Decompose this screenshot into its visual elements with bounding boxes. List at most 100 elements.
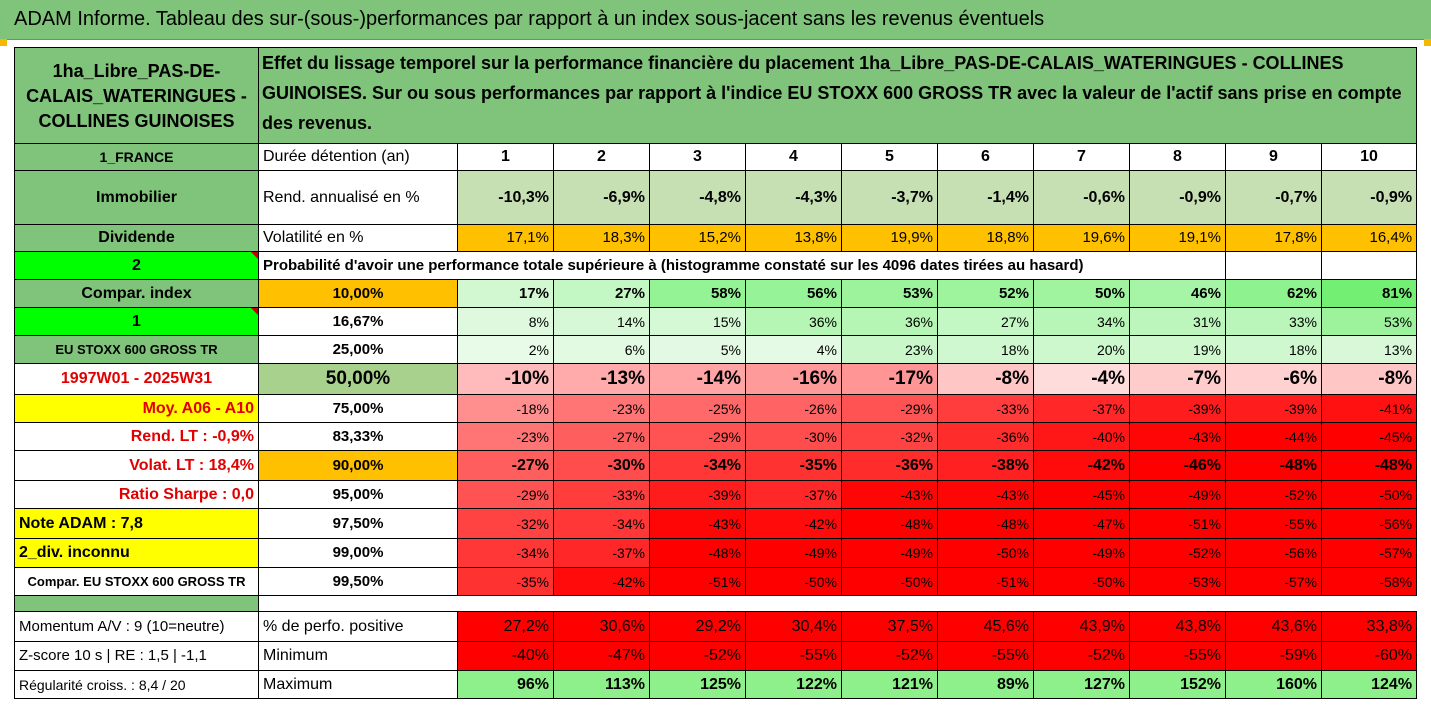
max-value: 152% — [1129, 670, 1226, 699]
quantile-value: -30% — [553, 450, 650, 481]
quantile-value: -34% — [649, 450, 746, 481]
quantile-value: -4% — [1033, 363, 1130, 395]
vol-value: 19,6% — [1033, 224, 1130, 252]
pos-value: 43,6% — [1225, 611, 1322, 642]
vol-value: 19,9% — [841, 224, 938, 252]
quantile-value: 56% — [745, 279, 842, 308]
quantile-value: -39% — [1225, 394, 1322, 423]
description-cell: Effet du lissage temporel sur la perform… — [257, 47, 1418, 144]
min-value: -40% — [457, 641, 554, 671]
year-header: 5 — [841, 143, 938, 171]
vol-value: 18,3% — [553, 224, 650, 252]
quantile-value: 46% — [1129, 279, 1226, 308]
table-row: 2_div. inconnu 99,00% -34% -37% -48% -49% -49%… — [14, 538, 1418, 568]
quantile-value: 8% — [457, 307, 554, 336]
quantile-value: 27% — [553, 279, 650, 308]
quantile-value: 58% — [649, 279, 746, 308]
quantile-value: -10% — [457, 363, 554, 395]
quantile-value: -46% — [1129, 450, 1226, 481]
quantile-value: -32% — [841, 422, 938, 451]
quantile-value: -23% — [457, 422, 554, 451]
table-row: Dividende Volatilité en % 17,1% 18,3% 15,2% 1… — [14, 224, 1418, 252]
table-row: Volat. LT : 18,4% 90,00% -27% -30% -34% -35% -… — [14, 450, 1418, 481]
table-row: Rend. LT : -0,9% 83,33% -23% -27% -29% -30% -3… — [14, 422, 1418, 451]
pos-value: 30,6% — [553, 611, 650, 642]
min-value: -60% — [1320, 641, 1418, 671]
quantile-value: -32% — [457, 508, 554, 539]
table-row: 2 Probabilité d'avoir une performance tot… — [14, 251, 1418, 280]
table-row: Ratio Sharpe : 0,0 95,00% -29% -33% -39% -37%… — [14, 480, 1418, 509]
quantile-value: -8% — [1320, 363, 1418, 395]
min-value: -59% — [1225, 641, 1322, 671]
quantile-value: -49% — [745, 538, 842, 568]
quantile-pct: 83,33% — [258, 422, 458, 451]
quantile-value: -37% — [745, 480, 842, 509]
quantile-value: 50% — [1033, 279, 1130, 308]
empty-cell — [1225, 251, 1322, 280]
quantile-value: -41% — [1320, 394, 1418, 423]
quantile-value: 17% — [457, 279, 554, 308]
year-header: 10 — [1320, 143, 1418, 171]
vol-label: Volatilité en % — [258, 224, 458, 252]
fund-name-cell: 1ha_Libre_PAS-DE-CALAIS_WATERINGUES - CO… — [14, 47, 259, 144]
quantile-value: 2% — [457, 335, 554, 364]
quantile-value: -47% — [1033, 508, 1130, 539]
quantile-value: -37% — [1033, 394, 1130, 423]
year-header: 3 — [649, 143, 746, 171]
min-value: -52% — [649, 641, 746, 671]
quantile-value: -48% — [1320, 450, 1418, 481]
max-value: 121% — [841, 670, 938, 699]
prob-label: Probabilité d'avoir une performance tota… — [258, 251, 1226, 280]
year-header: 2 — [553, 143, 650, 171]
quantile-pct: 99,00% — [258, 538, 458, 568]
quantile-value: 53% — [1320, 307, 1418, 336]
quantile-value: 31% — [1129, 307, 1226, 336]
rend-value: -0,7% — [1225, 170, 1322, 225]
table-row: Immobilier Rend. annualisé en % -10,3% -6,9… — [14, 170, 1418, 225]
regularite-label: Régularité croiss. : 8,4 / 20 — [14, 670, 259, 699]
quantile-pct: 50,00% — [258, 363, 458, 395]
quantile-value: -56% — [1320, 508, 1418, 539]
quantile-value: -33% — [553, 480, 650, 509]
quantile-value: -57% — [1320, 538, 1418, 568]
quantile-value: -27% — [553, 422, 650, 451]
quantile-value: 15% — [649, 307, 746, 336]
quantile-value: -57% — [1225, 567, 1322, 596]
quantile-value: -36% — [937, 422, 1034, 451]
max-value: 125% — [649, 670, 746, 699]
table-row: Moy. A06 - A10 75,00% -18% -23% -25% -26% -29%… — [14, 394, 1418, 423]
quantile-value: 6% — [553, 335, 650, 364]
quantile-value: -27% — [457, 450, 554, 481]
quantile-value: -50% — [745, 567, 842, 596]
empty-cell — [1320, 251, 1418, 280]
quantile-value: -51% — [649, 567, 746, 596]
quantile-value: -55% — [1225, 508, 1322, 539]
quantile-value: 20% — [1033, 335, 1130, 364]
quantile-value: 4% — [745, 335, 842, 364]
rend-value: -1,4% — [937, 170, 1034, 225]
rend-label: Rend. annualisé en % — [258, 170, 458, 225]
quantile-value: -6% — [1225, 363, 1322, 395]
pos-value: 45,6% — [937, 611, 1034, 642]
quantile-pct: 16,67% — [258, 307, 458, 336]
quantile-value: 23% — [841, 335, 938, 364]
min-value: -52% — [841, 641, 938, 671]
min-value: -55% — [1129, 641, 1226, 671]
rend-value: -4,8% — [649, 170, 746, 225]
table-body: 1ha_Libre_PAS-DE-CALAIS_WATERINGUES - CO… — [14, 47, 1418, 699]
fund-name: 1ha_Libre_PAS-DE-CALAIS_WATERINGUES - CO… — [26, 61, 247, 131]
quantile-value: -18% — [457, 394, 554, 423]
quantile-value: -25% — [649, 394, 746, 423]
quantile-value: 33% — [1225, 307, 1322, 336]
quantile-value: -42% — [1033, 450, 1130, 481]
year-header: 6 — [937, 143, 1034, 171]
rend-value: -0,6% — [1033, 170, 1130, 225]
pos-label: % de perfo. positive — [258, 611, 458, 642]
quantile-value: -51% — [1129, 508, 1226, 539]
description-text: Effet du lissage temporel sur la perform… — [262, 53, 1402, 133]
table-row: Note ADAM : 7,8 97,50% -32% -34% -43% -42% -48… — [14, 508, 1418, 539]
vol-value: 17,1% — [457, 224, 554, 252]
table-row — [14, 595, 1417, 612]
vol-value: 19,1% — [1129, 224, 1226, 252]
index-name-label: EU STOXX 600 GROSS TR — [14, 335, 259, 364]
